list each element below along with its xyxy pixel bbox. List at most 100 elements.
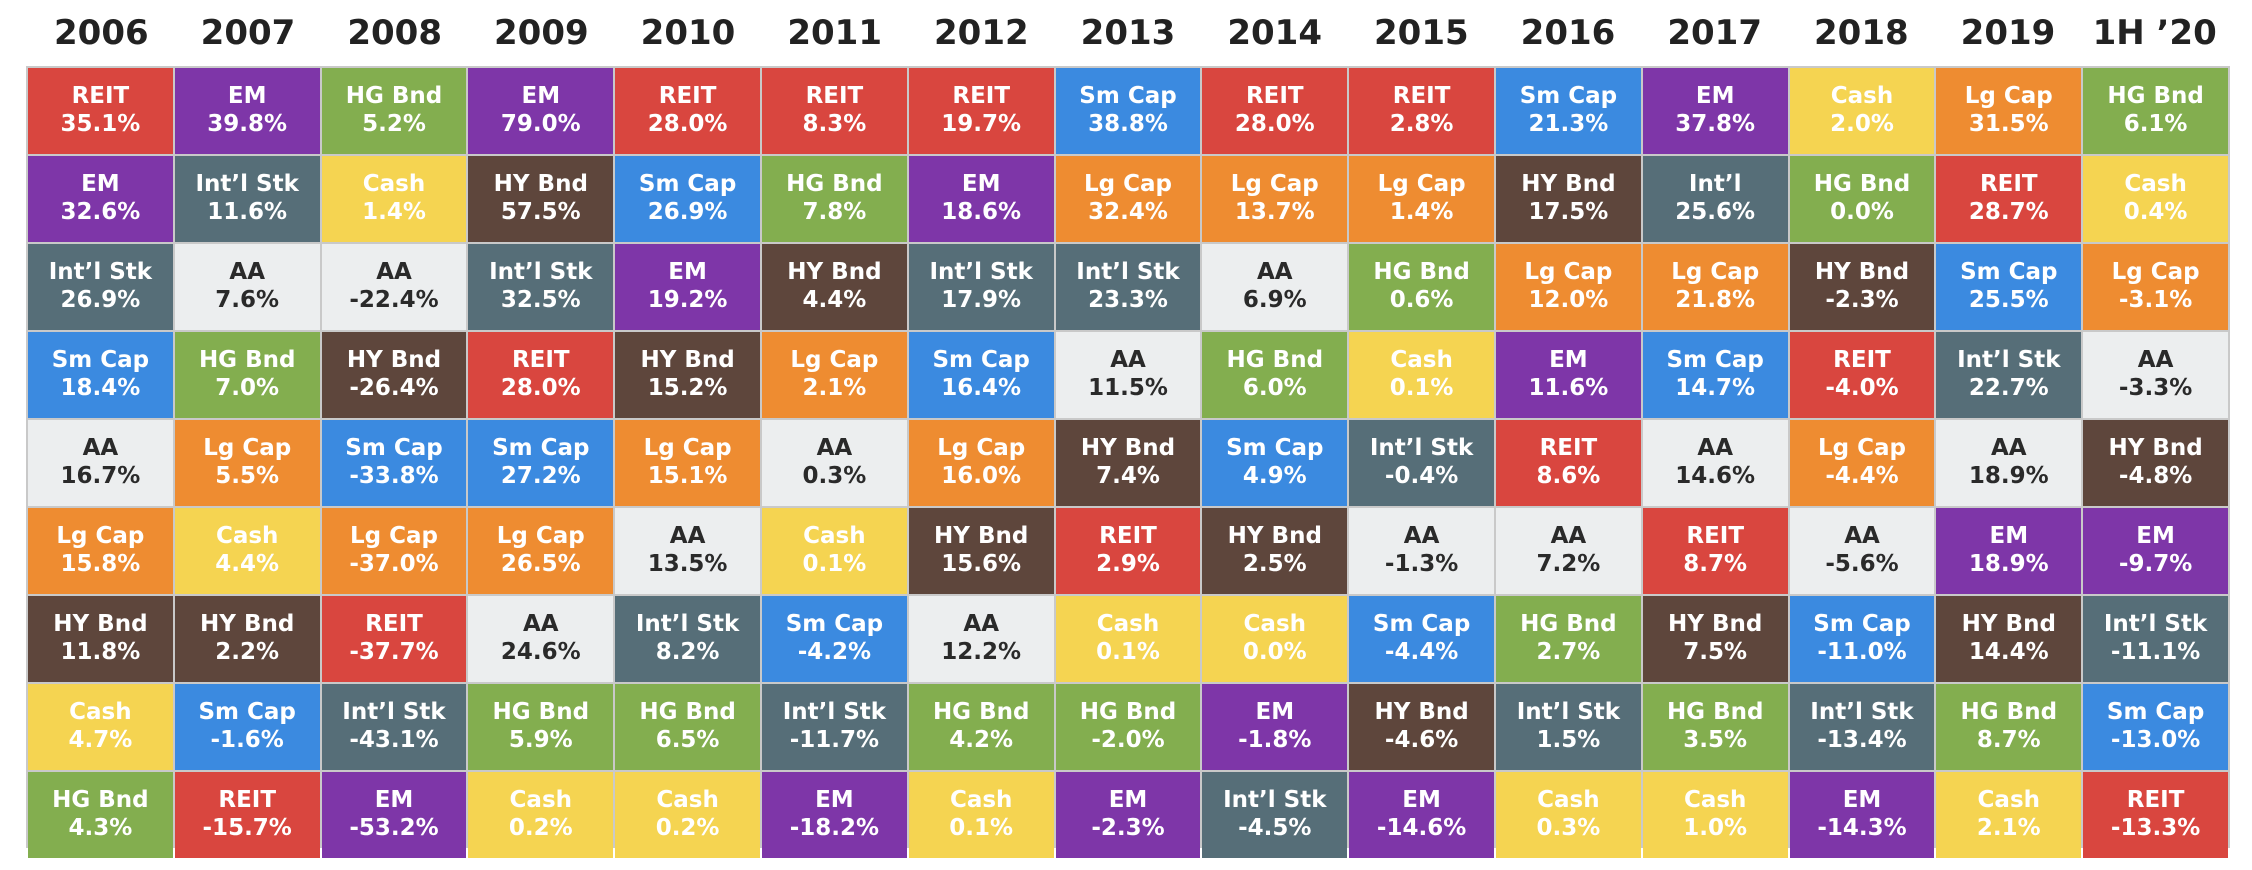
return-value: 17.5% [1528,199,1609,225]
asset-class-label: EM [1989,523,2029,550]
return-value: 5.2% [362,111,426,137]
asset-class-label: Int’l Stk [1957,347,2061,374]
return-value: 6.5% [655,727,720,753]
return-cell: Sm Cap -11.0% [1789,596,1935,682]
asset-class-label: REIT [218,787,277,814]
asset-class-label: Cash [803,523,866,550]
return-value: -5.6% [1825,551,1899,577]
asset-class-label: Sm Cap [1813,611,1911,638]
return-value: -1.3% [1384,551,1459,577]
asset-class-label: AA [1844,523,1880,550]
return-cell: HG Bnd -2.0% [1055,684,1201,770]
return-cell: Cash 1.0% [1642,772,1788,858]
asset-class-label: REIT [952,83,1011,110]
return-value: -1.6% [210,727,284,753]
return-cell: EM -1.8% [1202,684,1348,770]
asset-class-label: Lg Cap [2111,259,2200,286]
asset-class-label: HG Bnd [1520,611,1617,638]
return-cell: Cash 0.1% [1055,596,1201,682]
asset-class-label: HY Bnd [1668,611,1763,638]
asset-class-label: HG Bnd [2107,83,2204,110]
return-value: 2.7% [1536,639,1601,665]
return-value: -3.3% [2118,375,2193,401]
return-cell: EM 79.0% [468,68,614,154]
asset-class-label: Lg Cap [1964,83,2053,110]
return-value: 18.9% [1968,551,2049,577]
return-value: -53.2% [349,815,439,841]
asset-class-label: Lg Cap [1083,171,1172,198]
asset-class-label: HY Bnd [493,171,588,198]
return-cell: HY Bnd 4.4% [762,244,907,330]
return-value: 18.9% [1968,463,2049,489]
return-value: 14.6% [1675,463,1756,489]
asset-class-label: Int’l Stk [2103,611,2208,638]
returns-grid: REIT 35.1% EM 39.8% HG Bnd 5.2% EM 79.0% REIT 28.… [26,66,2230,858]
return-cell: Cash 2.1% [1936,772,2082,858]
asset-class-label: HY Bnd [1227,523,1322,550]
return-cell: Int’l Stk -4.5% [1202,772,1348,858]
return-value: 16.0% [941,463,1022,489]
asset-class-label: EM [521,83,561,110]
return-cell: Cash 0.0% [1202,596,1348,682]
return-value: 7.4% [1096,463,1160,489]
return-cell: HG Bnd 2.7% [1496,596,1641,682]
return-cell: AA 12.2% [908,596,1054,682]
return-cell: Lg Cap 15.1% [615,420,760,506]
return-value: -11.7% [789,727,880,753]
asset-class-label: AA [2137,347,2174,374]
asset-class-label: REIT [658,83,717,110]
return-value: -15.7% [202,815,292,841]
asset-class-label: Cash [2124,171,2187,198]
return-value: 27.2% [500,463,581,489]
return-cell: Int’l Stk -43.1% [321,684,467,770]
return-value: -13.3% [2110,815,2201,841]
return-cell: EM 19.2% [615,244,760,330]
return-cell: Sm Cap -1.6% [174,684,320,770]
asset-class-label: HY Bnd [2108,435,2203,462]
return-value: 13.5% [647,551,728,577]
asset-class-label: REIT [1245,83,1304,110]
asset-class-label: AA [1990,435,2027,462]
return-cell: REIT 8.3% [762,68,907,154]
asset-class-label: Cash [1977,787,2041,814]
return-cell: EM 11.6% [1496,332,1641,418]
asset-class-label: EM [374,787,414,814]
return-cell: Int’l Stk 17.9% [908,244,1054,330]
return-cell: EM 37.8% [1642,68,1788,154]
return-cell: HY Bnd 2.2% [174,596,320,682]
asset-class-label: REIT [2126,787,2185,814]
return-value: -1.8% [1238,727,1312,753]
return-cell: Lg Cap 15.8% [28,508,173,594]
asset-class-label: Lg Cap [643,435,732,462]
asset-class-label: EM [1255,699,1295,726]
return-cell: EM -14.6% [1349,772,1494,858]
return-cell: HG Bnd 6.0% [1202,332,1348,418]
asset-class-label: Lg Cap [1817,435,1906,462]
year-header: 2014 [1227,13,1322,53]
return-cell: HG Bnd 4.2% [908,684,1054,770]
return-cell: HY Bnd 17.5% [1496,156,1641,242]
return-cell: Sm Cap 25.5% [1936,244,2082,330]
return-value: 7.0% [215,375,280,401]
return-value: 6.0% [1242,375,1307,401]
return-cell: HY Bnd 15.2% [615,332,760,418]
asset-class-label: HY Bnd [346,347,442,374]
asset-class-label: HG Bnd [786,171,883,198]
asset-class-label: Int’l Stk [342,699,446,726]
asset-class-label: EM [227,83,267,110]
return-cell: Int’l Stk 8.2% [615,596,760,682]
return-cell: Lg Cap 16.0% [908,420,1054,506]
asset-class-label: Sm Cap [198,699,296,726]
asset-class-label: Sm Cap [51,347,150,374]
return-cell: REIT 35.1% [28,68,173,154]
return-cell: Int’l Stk 23.3% [1055,244,1201,330]
return-cell: Int’l Stk 1.5% [1496,684,1641,770]
return-value: 57.5% [500,199,581,225]
return-value: 2.2% [215,639,280,665]
return-value: 23.3% [1088,287,1168,313]
return-cell: REIT 8.6% [1496,420,1641,506]
return-value: 0.0% [1242,639,1307,665]
asset-class-label: Cash [362,171,426,198]
return-value: -33.8% [349,463,439,489]
return-cell: HY Bnd 11.8% [28,596,173,682]
